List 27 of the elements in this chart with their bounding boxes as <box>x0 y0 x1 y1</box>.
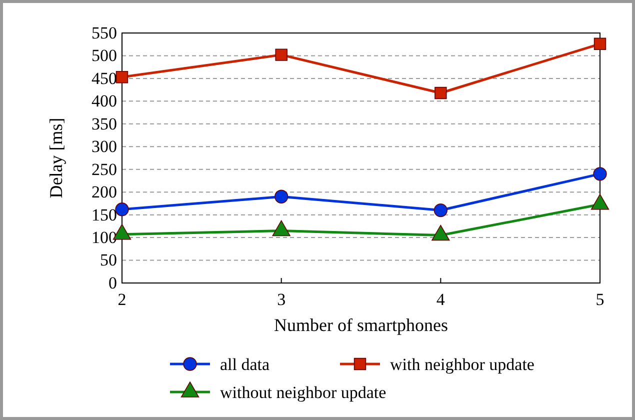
x-axis-title: Number of smartphones <box>274 315 448 335</box>
point <box>275 48 288 61</box>
point <box>590 194 610 210</box>
y-tick-label: 400 <box>92 92 117 111</box>
x-tick-label: 5 <box>596 290 604 310</box>
y-tick-label: 150 <box>92 205 117 224</box>
y-axis-title: Delay [ms] <box>46 118 66 198</box>
x-tick-label: 4 <box>436 290 446 310</box>
point <box>434 86 447 100</box>
y-tick-label: 450 <box>92 68 117 88</box>
y-tick-label: 300 <box>92 137 117 156</box>
x-tick-label: 3 <box>277 290 286 310</box>
point <box>272 220 290 236</box>
y-tick-label: 350 <box>92 114 117 134</box>
x-tick-label: 2 <box>118 290 126 310</box>
legend-label: without neighbor update <box>220 383 386 402</box>
y-tick-label: 500 <box>92 46 117 66</box>
y-tick-label: 50 <box>100 250 117 270</box>
y-tick-label: 550 <box>92 23 117 42</box>
point <box>432 224 450 241</box>
point <box>116 70 128 84</box>
y-tick-label: 0 <box>108 273 117 292</box>
y-tick-label: 200 <box>92 182 117 202</box>
y-tick-label: 250 <box>92 160 117 179</box>
legend-label: all data <box>220 355 270 374</box>
legend-label: with neighbor update <box>390 355 534 374</box>
point <box>594 38 606 50</box>
